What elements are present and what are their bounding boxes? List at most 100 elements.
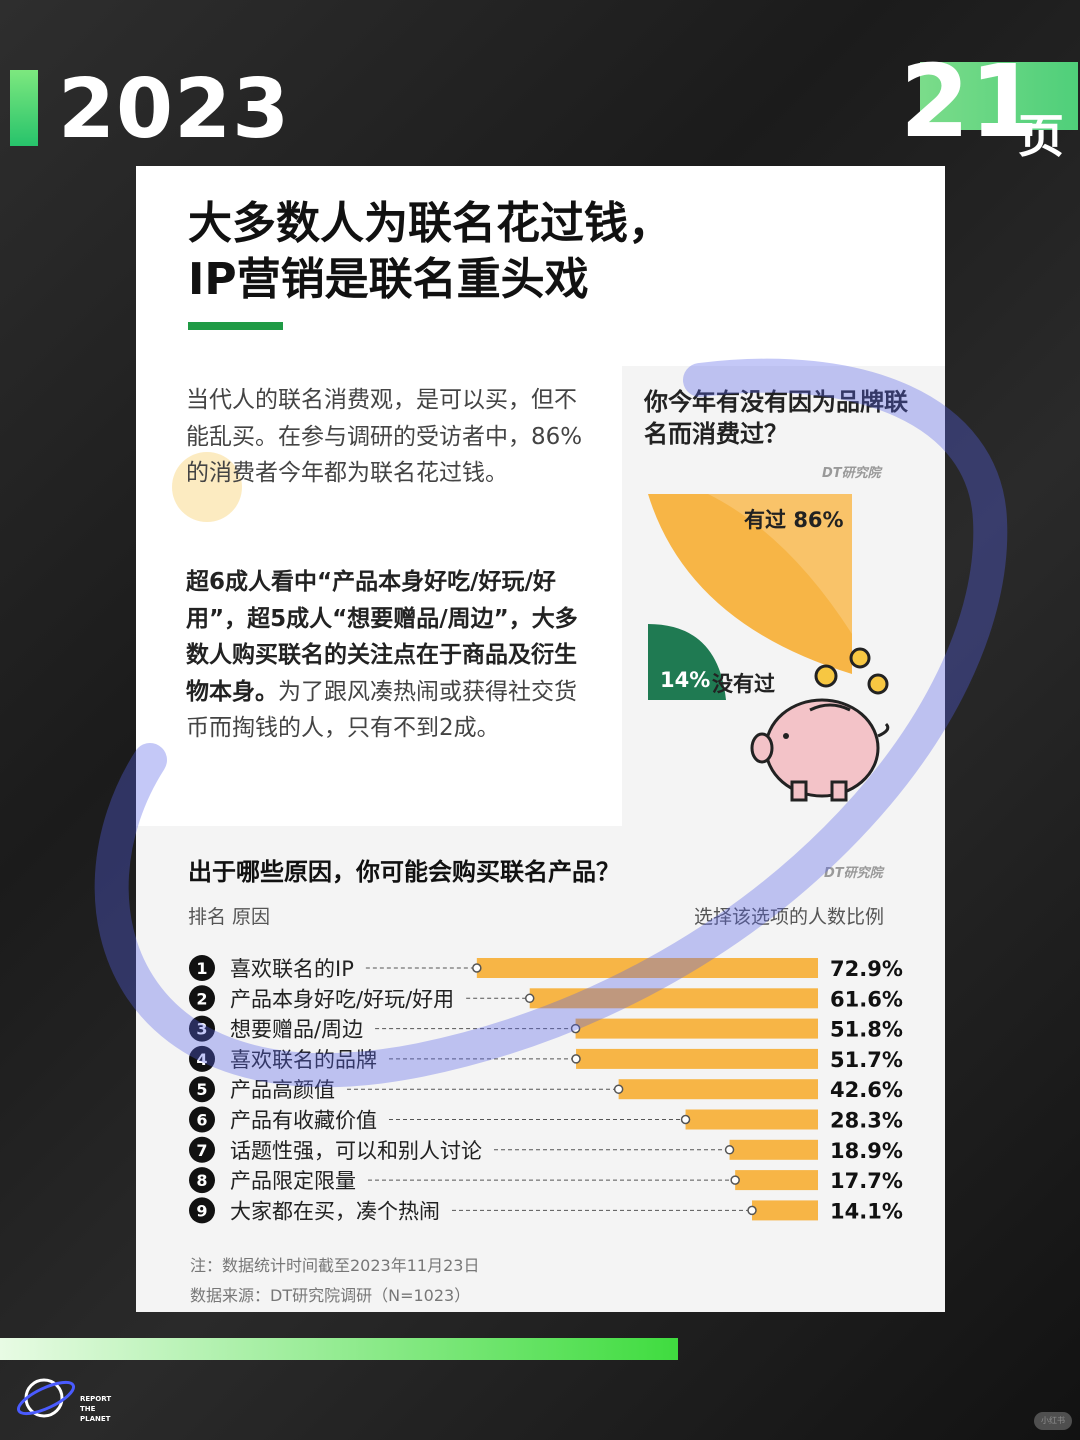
bar-start-dot xyxy=(570,1023,581,1034)
rank-number: 1 xyxy=(196,959,207,978)
rank-badge xyxy=(189,985,215,1012)
title-line-1: 大多数人为联名花过钱， xyxy=(188,198,672,249)
bar xyxy=(752,1200,818,1221)
rank-badge xyxy=(189,1106,215,1133)
year-accent-bar xyxy=(10,70,38,146)
bar xyxy=(575,1018,818,1039)
planet-logo-icon xyxy=(16,1378,76,1418)
bar-category-label: 产品高颜值 xyxy=(230,1078,335,1102)
rank-badge xyxy=(189,1015,215,1042)
coin-icon xyxy=(849,647,871,669)
bar-value-label: 61.6% xyxy=(830,987,903,1011)
intro-paragraph: 当代人的联名消费观，是可以买，但不能乱买。在参与调研的受访者中，86%的消费者今… xyxy=(186,387,583,486)
rank-badge xyxy=(189,1076,215,1103)
pie-label-yes-text: 有过 xyxy=(744,508,786,532)
bar-category-label: 产品有收藏价值 xyxy=(230,1109,377,1133)
pie-source-logo: DT研究院 xyxy=(822,466,881,481)
rank-number: 2 xyxy=(196,989,207,1008)
highlight-circle xyxy=(172,452,242,522)
bar-value-label: 42.6% xyxy=(830,1078,903,1102)
rank-number: 3 xyxy=(196,1020,207,1039)
bar-start-dot xyxy=(730,1175,740,1185)
page-number: 21 xyxy=(900,43,1040,160)
brand-line-2: THE xyxy=(80,1405,96,1413)
bar-start-dot xyxy=(472,963,482,973)
pig-snout xyxy=(750,732,774,764)
bar-start-dot xyxy=(724,1145,735,1155)
bar-panel xyxy=(136,826,945,1312)
bar-start-dot xyxy=(571,1054,581,1064)
finding-rest-text: 为了跟风凑热闹或获得社交货币而掏钱的人，只有不到2成。 xyxy=(186,678,577,742)
rank-badge xyxy=(189,1136,215,1163)
rank-badge xyxy=(189,1197,215,1224)
bar-value-label: 28.3% xyxy=(830,1109,903,1133)
text-column xyxy=(136,366,622,826)
bar xyxy=(735,1170,818,1191)
rank-number: 6 xyxy=(196,1111,207,1130)
bar-start-dot xyxy=(613,1084,624,1094)
pig-leg xyxy=(830,780,848,802)
pie-highlight-shape xyxy=(708,494,852,634)
bar xyxy=(685,1109,818,1130)
brand-text: REPORT THE PLANET xyxy=(80,1394,111,1424)
rank-number: 4 xyxy=(196,1050,207,1069)
bar-start-dot xyxy=(747,1205,757,1216)
year-label: 2023 xyxy=(58,62,291,157)
pig-eye xyxy=(783,733,789,739)
brand-line-1: REPORT xyxy=(80,1395,112,1403)
coin-icon xyxy=(867,673,889,695)
pie-label-yes-value: 86% xyxy=(793,508,844,532)
rank-number: 8 xyxy=(196,1171,207,1190)
bar-value-label: 51.7% xyxy=(830,1048,903,1072)
bar-value-label: 18.9% xyxy=(830,1139,903,1163)
coin-icon xyxy=(814,664,838,688)
page-badge xyxy=(920,62,1078,130)
bar-start-dot xyxy=(680,1114,691,1125)
title-line-2: IP营销是联名重头戏 xyxy=(188,254,589,305)
article-title: 大多数人为联名花过钱， IP营销是联名重头戏 xyxy=(188,196,888,308)
bar-value-label: 14.1% xyxy=(830,1199,903,1223)
bar xyxy=(476,958,818,978)
pig-leg xyxy=(790,780,808,802)
piggy-bank-illustration xyxy=(750,647,890,802)
bar-category-label: 产品限定限量 xyxy=(230,1169,356,1193)
bar-value-label: 51.8% xyxy=(830,1018,903,1042)
rank-badge xyxy=(189,955,215,981)
brand-line-3: PLANET xyxy=(80,1415,111,1423)
rank-badge xyxy=(189,1045,215,1072)
pie-question: 你今年有没有因为品牌联名而消费过？ xyxy=(644,388,908,448)
coin-slot xyxy=(809,703,851,712)
pie-label-yes: 有过 86% xyxy=(744,504,844,534)
rank-number: 7 xyxy=(196,1141,207,1160)
bar-category-label: 话题性强，可以和别人讨论 xyxy=(230,1139,482,1163)
footer-green-bar xyxy=(0,1338,678,1360)
note-date: 注：数据统计时间截至2023年11月23日 xyxy=(190,1256,480,1275)
bar xyxy=(729,1139,818,1160)
finding-bold-text: 超6成人看中“产品本身好吃/好玩/好用”，超5成人“想要赠品/周边”，大多数人购… xyxy=(186,569,578,705)
pie-label-no-text: 没有过 xyxy=(712,672,775,696)
bar-chart-title: 出于哪些原因，你可能会购买联名产品？ xyxy=(188,858,620,886)
rank-number: 5 xyxy=(196,1080,207,1099)
bar xyxy=(529,988,818,1009)
pie-svg xyxy=(648,494,852,700)
bar xyxy=(618,1079,818,1100)
planet-ring xyxy=(16,1380,76,1416)
rank-badge xyxy=(189,1167,215,1194)
header-rank-reason: 排名 原因 xyxy=(188,906,271,928)
finding-paragraph: 超6成人看中“产品本身好吃/好玩/好用”，超5成人“想要赠品/周边”，大多数人购… xyxy=(186,564,586,747)
bar-category-label: 喜欢联名的IP xyxy=(230,957,354,981)
bar-category-label: 产品本身好吃/好玩/好用 xyxy=(230,987,454,1011)
pie-slice-no xyxy=(648,624,726,700)
bar-category-label: 大家都在买，凑个热闹 xyxy=(230,1199,440,1223)
bar-source-logo: DT研究院 xyxy=(824,866,883,881)
note-source: 数据来源：DT研究院调研（N=1023） xyxy=(190,1286,471,1305)
watermark: 小红书 xyxy=(1034,1412,1072,1430)
pie-label-no-value: 14% xyxy=(660,668,711,692)
bar-value-label: 17.7% xyxy=(830,1169,903,1193)
bar xyxy=(576,1048,818,1069)
page-unit: 页 xyxy=(1018,109,1064,163)
bar-category-label: 想要赠品/周边 xyxy=(230,1018,363,1042)
pig-tail xyxy=(877,722,890,738)
bar-start-dot xyxy=(524,993,535,1004)
